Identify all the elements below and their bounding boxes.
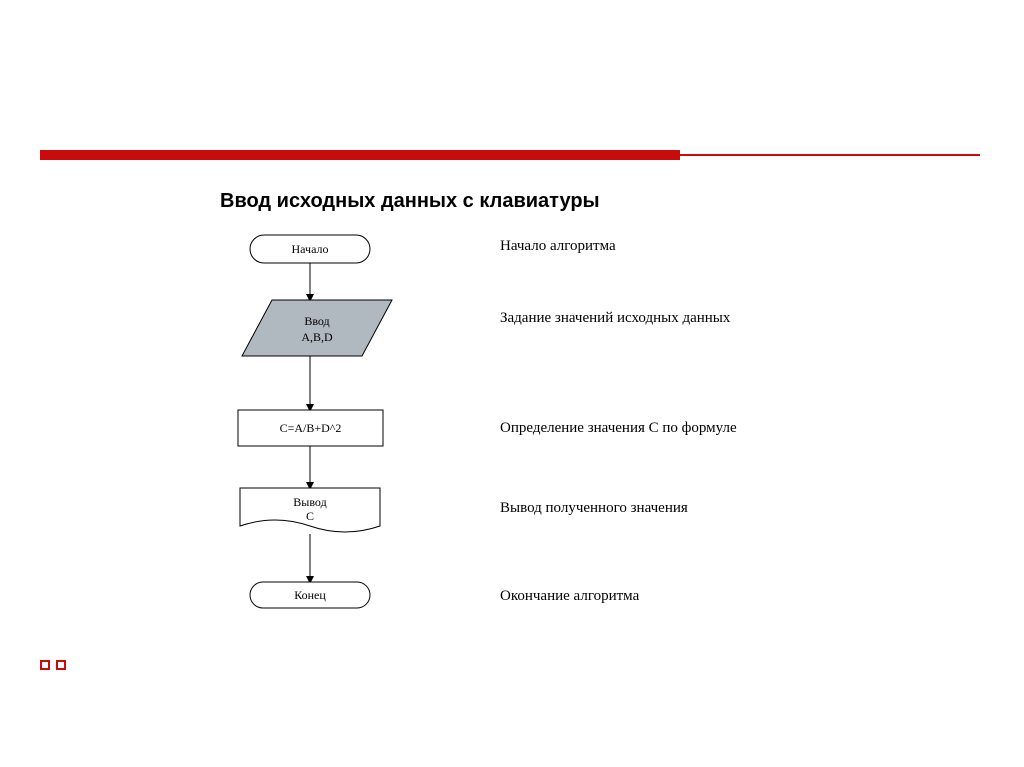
slide-bullet-1 — [56, 660, 66, 670]
svg-text:Начало: Начало — [292, 242, 329, 256]
flow-node-input: Ввод A,B,D — [242, 300, 392, 356]
flow-node-process: C=A/B+D^2 — [238, 410, 383, 446]
svg-text:Ввод: Ввод — [304, 314, 329, 328]
flow-description-0: Начало алгоритма — [500, 238, 616, 255]
flow-description-1: Задание значений исходных данных — [500, 310, 730, 327]
slide-bullet-0 — [40, 660, 50, 670]
svg-text:Конец: Конец — [294, 588, 326, 602]
flowchart-svg: Начало Ввод A,B,D C=A/B+D^2 ВыводC Конец — [0, 0, 1024, 767]
flow-node-end: Конец — [250, 582, 370, 608]
flow-description-4: Окончание алгоритма — [500, 588, 639, 605]
svg-text:C=A/B+D^2: C=A/B+D^2 — [280, 421, 342, 435]
svg-text:Вывод: Вывод — [293, 495, 326, 509]
flow-description-2: Определение значения С по формуле — [500, 420, 737, 437]
svg-text:C: C — [306, 509, 314, 523]
flow-description-3: Вывод полученного значения — [500, 500, 688, 517]
flow-node-start: Начало — [250, 235, 370, 263]
svg-text:A,B,D: A,B,D — [301, 330, 333, 344]
flow-node-output: ВыводC — [240, 488, 380, 532]
